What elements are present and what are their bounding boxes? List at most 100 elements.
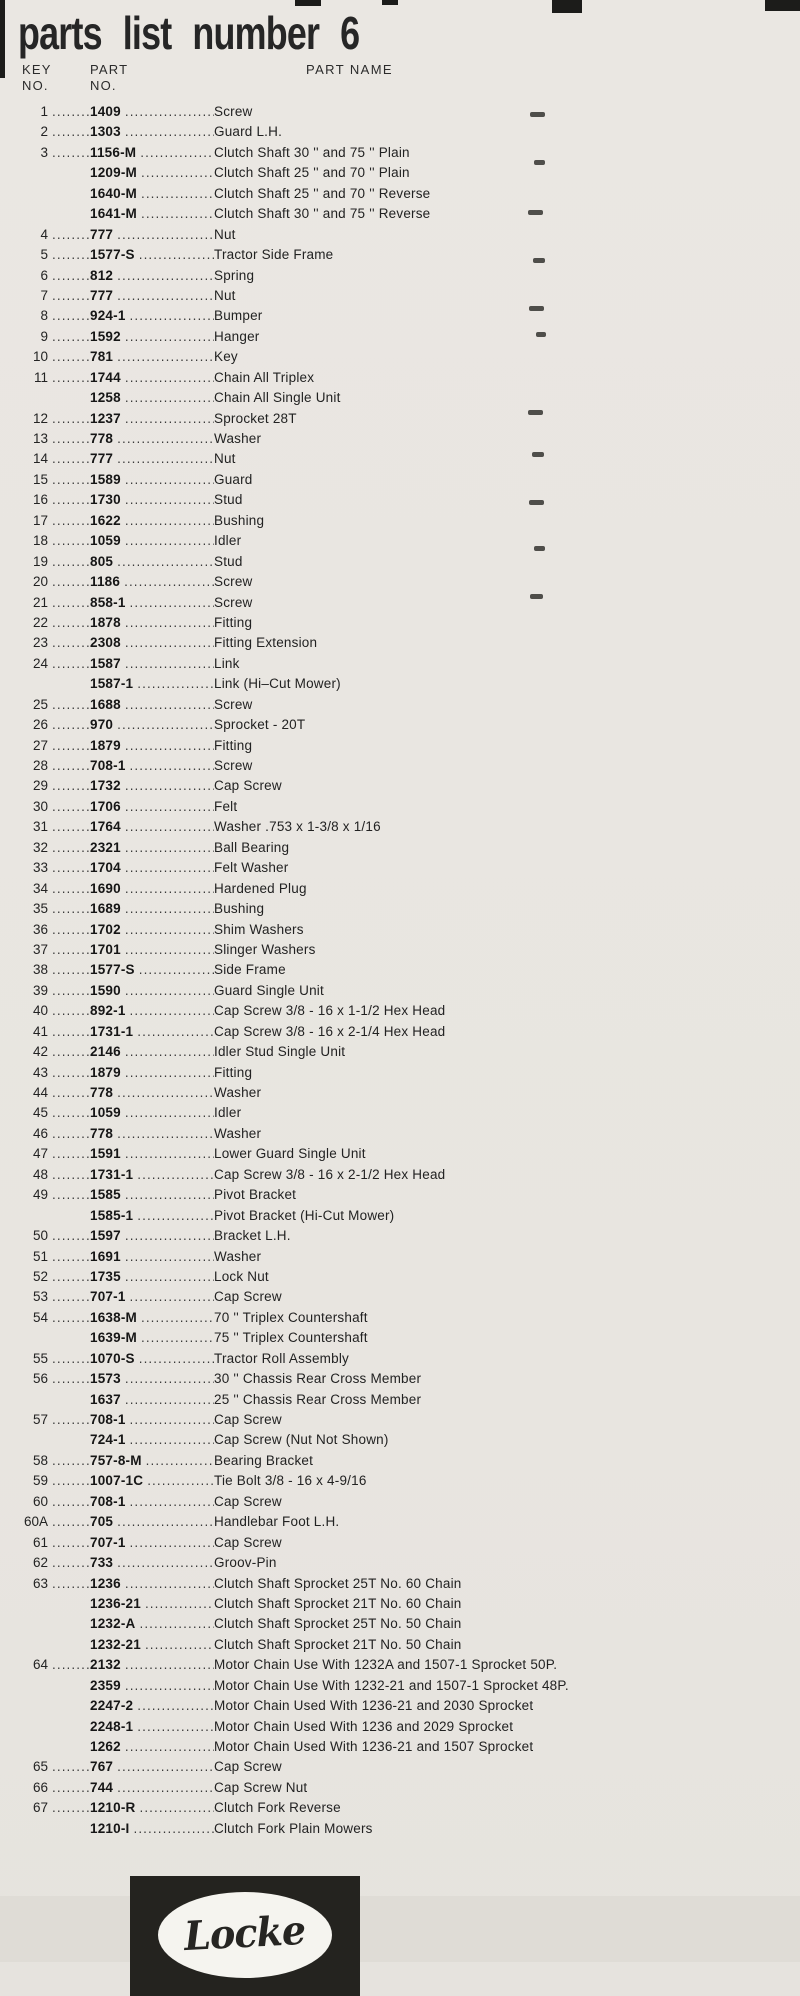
scan-artifact xyxy=(532,452,544,457)
part-no: 1622 xyxy=(90,512,121,528)
part-name: Motor Chain Used With 1236-21 and 1507 S… xyxy=(214,1739,534,1754)
leader-dots xyxy=(48,204,90,224)
part-no: 1592 xyxy=(90,328,121,344)
leader-dots: ........................................… xyxy=(117,287,214,303)
part-cell: 1640-M..................................… xyxy=(90,184,214,204)
key-no: 1 xyxy=(40,104,48,119)
part-cell: 1701....................................… xyxy=(90,940,214,960)
part-cell: 1303....................................… xyxy=(90,122,214,142)
part-no: 705 xyxy=(90,1514,114,1530)
part-name: Nut xyxy=(214,287,236,303)
part-name: Bushing xyxy=(214,901,265,917)
part-cell: 970.....................................… xyxy=(90,715,214,735)
key-no: 62 xyxy=(32,1555,48,1571)
key-no: 36 xyxy=(32,921,48,937)
key-no xyxy=(20,1430,48,1450)
leader-dots: ........................................… xyxy=(52,901,90,917)
part-cell: 777.....................................… xyxy=(90,225,214,245)
part-name: Washer xyxy=(214,1125,262,1141)
part-cell: 724-1...................................… xyxy=(90,1430,214,1450)
scan-artifact xyxy=(295,0,321,6)
leader-dots: ........................................… xyxy=(52,1800,90,1816)
key-no: 43 xyxy=(32,1064,48,1080)
part-cell: 1638-M..................................… xyxy=(90,1308,214,1328)
leader-dots: ........................................… xyxy=(52,1779,90,1795)
part-cell: 1706....................................… xyxy=(90,797,214,817)
leader-dots: ........................................… xyxy=(52,839,90,855)
part-no: 1689 xyxy=(90,901,121,917)
part-name: Washer .753 x 1-3/8 x 1/16 xyxy=(214,819,381,835)
part-name: Cap Screw 3/8 - 16 x 2-1/4 Hex Head xyxy=(214,1023,446,1039)
part-name: Sprocket 28T xyxy=(214,410,297,426)
key-no: 60 xyxy=(32,1493,48,1509)
part-no: 1237 xyxy=(90,410,121,426)
table-row: 33......................................… xyxy=(20,858,640,878)
table-row: 26......................................… xyxy=(20,715,640,735)
part-no: 1232-A xyxy=(90,1616,136,1632)
part-no: 1691 xyxy=(90,1248,121,1264)
leader-dots xyxy=(48,1594,90,1614)
leader-dots: ........................................… xyxy=(52,1534,90,1550)
part-cell: 924-1...................................… xyxy=(90,306,214,326)
part-cell: 1156-M..................................… xyxy=(90,143,214,163)
part-name: Stud xyxy=(214,492,243,508)
leader-dots: ........................................… xyxy=(124,798,214,814)
scan-artifact xyxy=(528,210,543,215)
part-name: Cap Screw (Nut Not Shown) xyxy=(214,1432,389,1448)
leader-dots xyxy=(48,163,90,183)
table-row: 21......................................… xyxy=(20,593,640,613)
table-row: 8.......................................… xyxy=(20,306,640,326)
part-no: 707-1 xyxy=(90,1289,126,1305)
leader-dots xyxy=(48,1696,90,1716)
key-no: 4 xyxy=(40,226,48,242)
part-cell: 1587-1..................................… xyxy=(90,674,214,694)
part-no: 781 xyxy=(90,349,114,365)
key-no: 13 xyxy=(32,431,48,446)
leader-dots: ........................................… xyxy=(124,410,214,426)
key-no: 6 xyxy=(40,267,48,283)
part-name: Screw xyxy=(214,574,253,590)
leader-dots: ........................................… xyxy=(147,1473,214,1489)
leader-dots: ........................................… xyxy=(52,737,90,753)
scan-artifact xyxy=(765,0,800,11)
part-no: 2308 xyxy=(90,635,121,651)
leader-dots: ........................................… xyxy=(124,1268,214,1284)
leader-dots: ........................................… xyxy=(129,1534,214,1550)
leader-dots: ........................................… xyxy=(124,921,214,937)
part-no: 1210-R xyxy=(90,1800,136,1816)
part-no: 2359 xyxy=(90,1677,121,1693)
leader-dots: ........................................… xyxy=(124,1677,214,1693)
part-name: Fitting xyxy=(214,614,253,630)
part-name: Chain All Single Unit xyxy=(214,390,341,406)
table-row: 3.......................................… xyxy=(20,143,640,163)
part-cell: 708-1...................................… xyxy=(90,756,214,776)
part-no: 1059 xyxy=(90,533,121,549)
table-row: 1232-21.................................… xyxy=(20,1635,640,1655)
part-cell: 705.....................................… xyxy=(90,1512,214,1532)
leader-dots xyxy=(48,1430,90,1450)
part-no: 1638-M xyxy=(90,1309,137,1325)
table-row: 15......................................… xyxy=(20,470,640,490)
leader-dots: ........................................… xyxy=(124,1146,214,1162)
leader-dots: ........................................… xyxy=(52,941,90,957)
leader-dots: ........................................… xyxy=(144,1595,214,1611)
leader-dots: ........................................… xyxy=(124,390,214,406)
table-row: 39......................................… xyxy=(20,981,640,1001)
leader-dots: ........................................… xyxy=(52,369,90,385)
table-row: 1.......................................… xyxy=(20,102,640,122)
leader-dots: ........................................… xyxy=(52,778,90,794)
key-no: 7 xyxy=(40,287,48,303)
leader-dots: ........................................… xyxy=(52,226,90,242)
part-no: 1070-S xyxy=(90,1350,135,1366)
leader-dots: ........................................… xyxy=(52,1166,90,1182)
part-name: Washer xyxy=(214,1085,262,1100)
table-row: 30......................................… xyxy=(20,797,640,817)
leader-dots xyxy=(48,1635,90,1655)
part-cell: 812.....................................… xyxy=(90,266,214,286)
part-name: Pivot Bracket (Hi-Cut Mower) xyxy=(214,1207,395,1223)
table-row: 13......................................… xyxy=(20,429,640,449)
part-no: 1641-M xyxy=(90,206,137,222)
part-cell: 781.....................................… xyxy=(90,347,214,367)
part-cell: 1730....................................… xyxy=(90,490,214,510)
part-cell: 2247-2..................................… xyxy=(90,1696,214,1716)
